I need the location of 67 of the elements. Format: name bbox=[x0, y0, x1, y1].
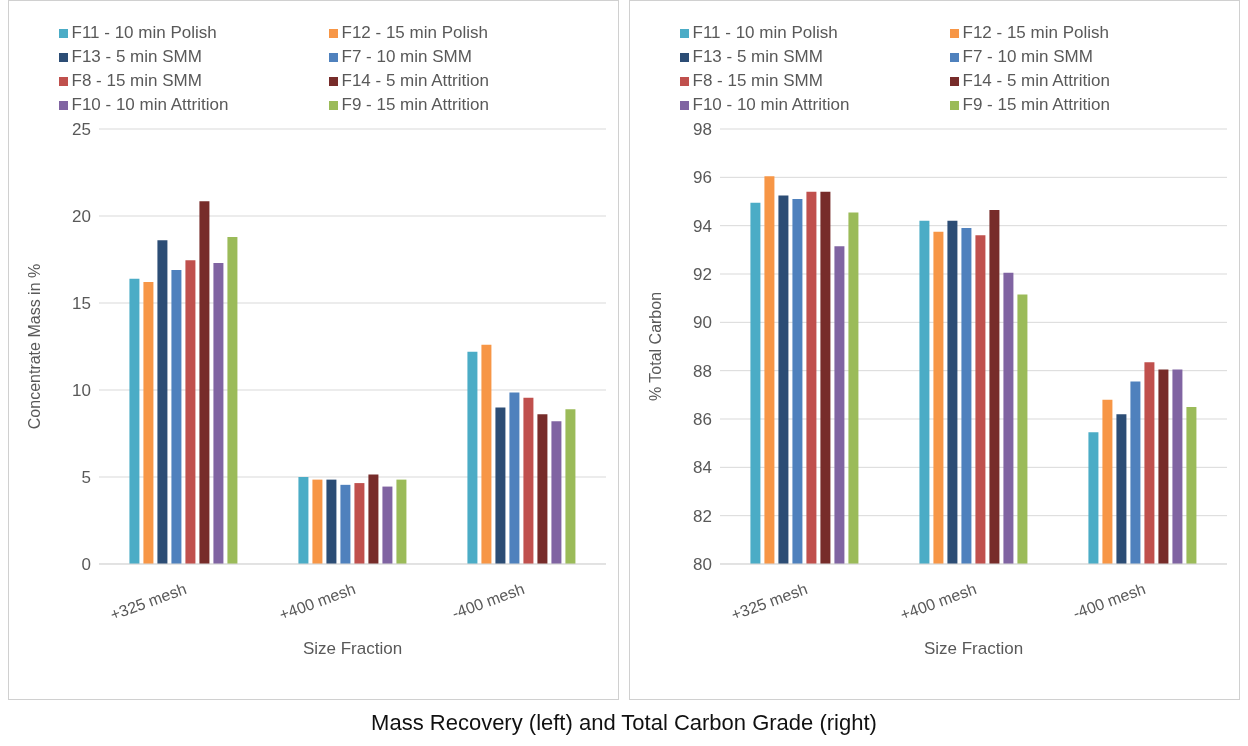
legend-label: F11 - 10 min Polish bbox=[692, 23, 838, 43]
legend-label: F12 - 15 min Polish bbox=[341, 23, 488, 43]
bar bbox=[157, 240, 168, 564]
bar bbox=[509, 392, 520, 564]
y-tick-label: 15 bbox=[72, 294, 91, 314]
legend-label: F10 - 10 min Attrition bbox=[692, 95, 850, 115]
y-tick-label: 94 bbox=[693, 216, 712, 236]
bar bbox=[143, 282, 154, 564]
bar bbox=[382, 486, 393, 564]
legend-label: F7 - 10 min SMM bbox=[341, 47, 472, 67]
bar bbox=[199, 201, 210, 564]
y-tick-label: 5 bbox=[81, 468, 91, 488]
y-tick-label: 98 bbox=[693, 120, 712, 140]
legend-label: F10 - 10 min Attrition bbox=[71, 95, 229, 115]
legend-label: F8 - 15 min SMM bbox=[692, 71, 823, 91]
bar bbox=[171, 269, 182, 564]
bar bbox=[481, 344, 492, 564]
legend-label: F7 - 10 min SMM bbox=[962, 47, 1093, 67]
y-tick-label: 84 bbox=[693, 458, 712, 478]
text: Mass Recovery (left) and Total Carbon Grade (right) bbox=[370, 710, 878, 736]
y-tick-label: 20 bbox=[72, 207, 91, 227]
y-tick-label: 90 bbox=[693, 313, 712, 333]
bar bbox=[185, 260, 196, 564]
y-tick-label: 86 bbox=[693, 410, 712, 430]
legend-label: F11 - 10 min Polish bbox=[71, 23, 217, 43]
legend-label: F14 - 5 min Attrition bbox=[962, 71, 1110, 91]
bar bbox=[396, 479, 407, 564]
y-tick-label: 92 bbox=[693, 265, 712, 285]
y-tick-label: 82 bbox=[693, 506, 712, 526]
bar bbox=[565, 409, 576, 564]
x-tick-label: +400 mesh bbox=[277, 580, 358, 624]
legend-label: F9 - 15 min Attrition bbox=[962, 95, 1110, 115]
x-tick-label: -400 mesh bbox=[449, 580, 527, 622]
x-tick-label: +325 mesh bbox=[729, 580, 810, 624]
bar bbox=[523, 397, 534, 564]
legend-label: F12 - 15 min Polish bbox=[962, 23, 1109, 43]
x-axis-title: Size Fraction bbox=[302, 639, 403, 658]
x-axis-title: Size Fraction bbox=[923, 639, 1024, 658]
y-axis-title: % Total Carbon bbox=[646, 291, 664, 402]
y-tick-label: 80 bbox=[693, 555, 712, 575]
legend-label: F14 - 5 min Attrition bbox=[341, 71, 489, 91]
bar bbox=[354, 483, 365, 564]
bar bbox=[213, 262, 224, 564]
y-tick-label: 0 bbox=[81, 555, 91, 575]
bar bbox=[340, 484, 351, 564]
y-tick-label: 10 bbox=[72, 381, 91, 401]
legend-label: F13 - 5 min SMM bbox=[71, 47, 202, 67]
bar bbox=[312, 479, 323, 564]
legend-label: F13 - 5 min SMM bbox=[692, 47, 823, 67]
legend-label: F9 - 15 min Attrition bbox=[341, 95, 489, 115]
bar bbox=[537, 414, 548, 564]
x-tick-label: +400 mesh bbox=[898, 580, 979, 624]
bar bbox=[129, 278, 140, 564]
bar bbox=[551, 421, 562, 564]
y-axis-title: Concentrate Mass in % bbox=[25, 263, 43, 430]
bar bbox=[495, 407, 506, 564]
y-tick-label: 25 bbox=[72, 120, 91, 140]
legend-label: F8 - 15 min SMM bbox=[71, 71, 202, 91]
bar bbox=[227, 236, 238, 564]
x-tick-label: +325 mesh bbox=[108, 580, 189, 624]
bar bbox=[298, 477, 309, 564]
x-tick-label: -400 mesh bbox=[1070, 580, 1148, 622]
y-tick-label: 96 bbox=[693, 168, 712, 188]
bar bbox=[368, 474, 379, 564]
y-tick-label: 88 bbox=[693, 361, 712, 381]
bar bbox=[467, 351, 478, 564]
bar bbox=[326, 479, 337, 564]
